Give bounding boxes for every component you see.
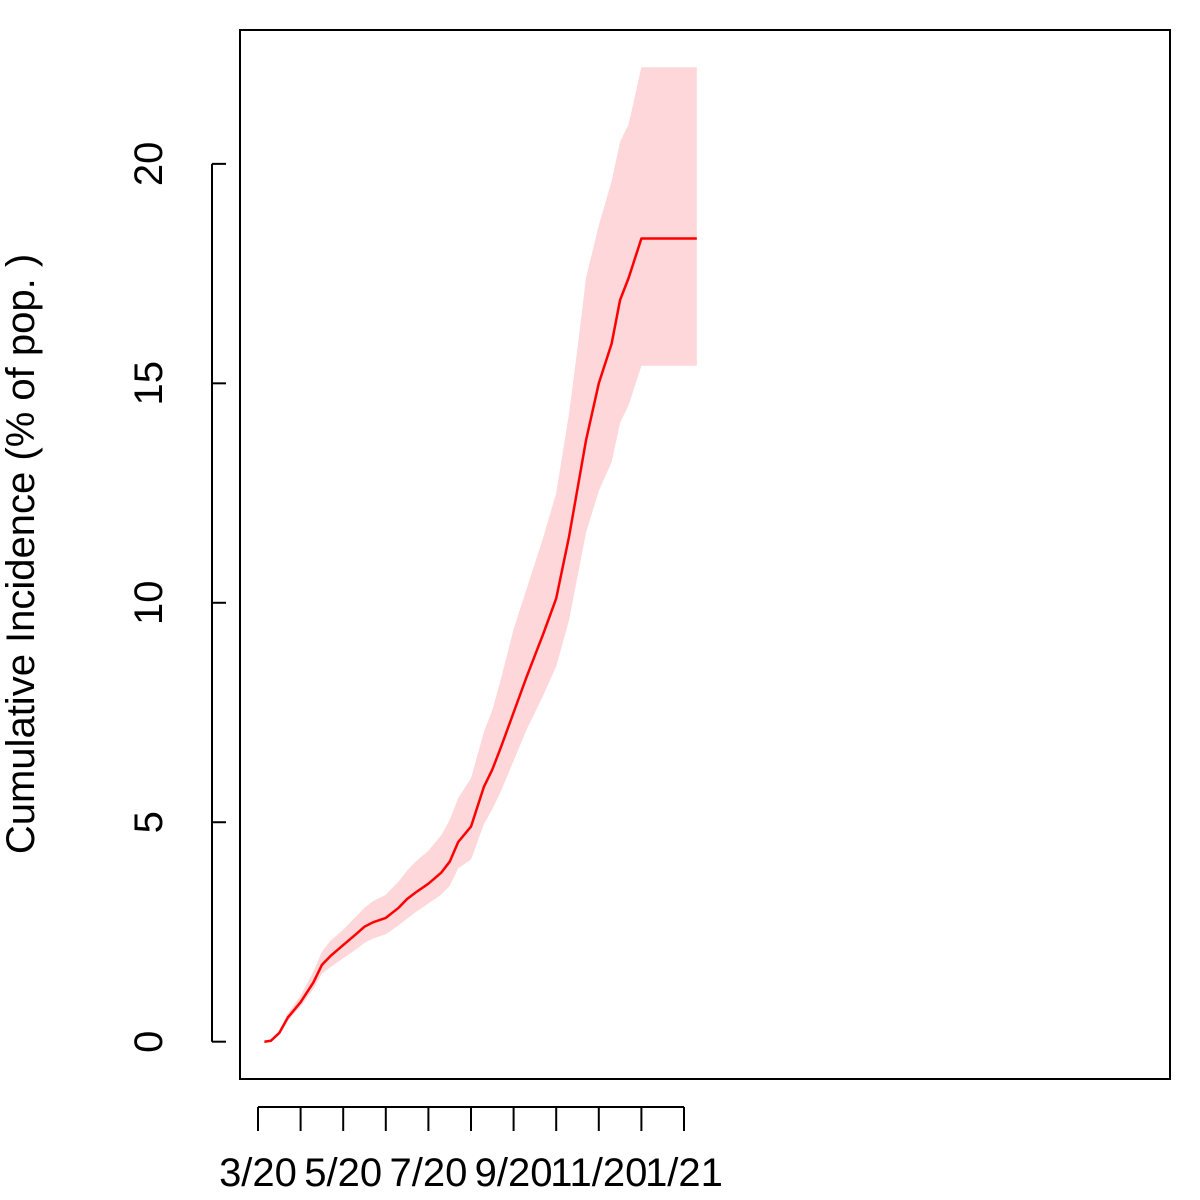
x-tick-label: 7/20 bbox=[389, 1151, 467, 1195]
series-line-layer bbox=[264, 237, 697, 1043]
x-tick-label: 9/20 bbox=[475, 1151, 553, 1195]
y-tick-label: 5 bbox=[127, 811, 171, 833]
confidence-band bbox=[264, 67, 697, 1042]
plot-frame bbox=[239, 29, 1171, 1080]
y-tick-label: 0 bbox=[127, 1031, 171, 1053]
y-axis: 0 5 10 15 20 bbox=[127, 142, 226, 1053]
x-tick-label: 1/21 bbox=[645, 1151, 723, 1195]
x-tick-label: 3/20 bbox=[219, 1151, 297, 1195]
y-tick-label: 15 bbox=[127, 361, 171, 406]
x-tick-label: 11/20 bbox=[550, 1151, 647, 1195]
y-tick-label: 20 bbox=[127, 142, 171, 187]
y-tick-label: 10 bbox=[127, 581, 171, 626]
cumulative-incidence-line bbox=[264, 237, 697, 1043]
y-axis-title: Cumulative Incidence (% of pop. ) bbox=[0, 254, 43, 854]
x-tick-label: 5/20 bbox=[304, 1151, 382, 1195]
confidence-band-layer bbox=[264, 67, 697, 1042]
